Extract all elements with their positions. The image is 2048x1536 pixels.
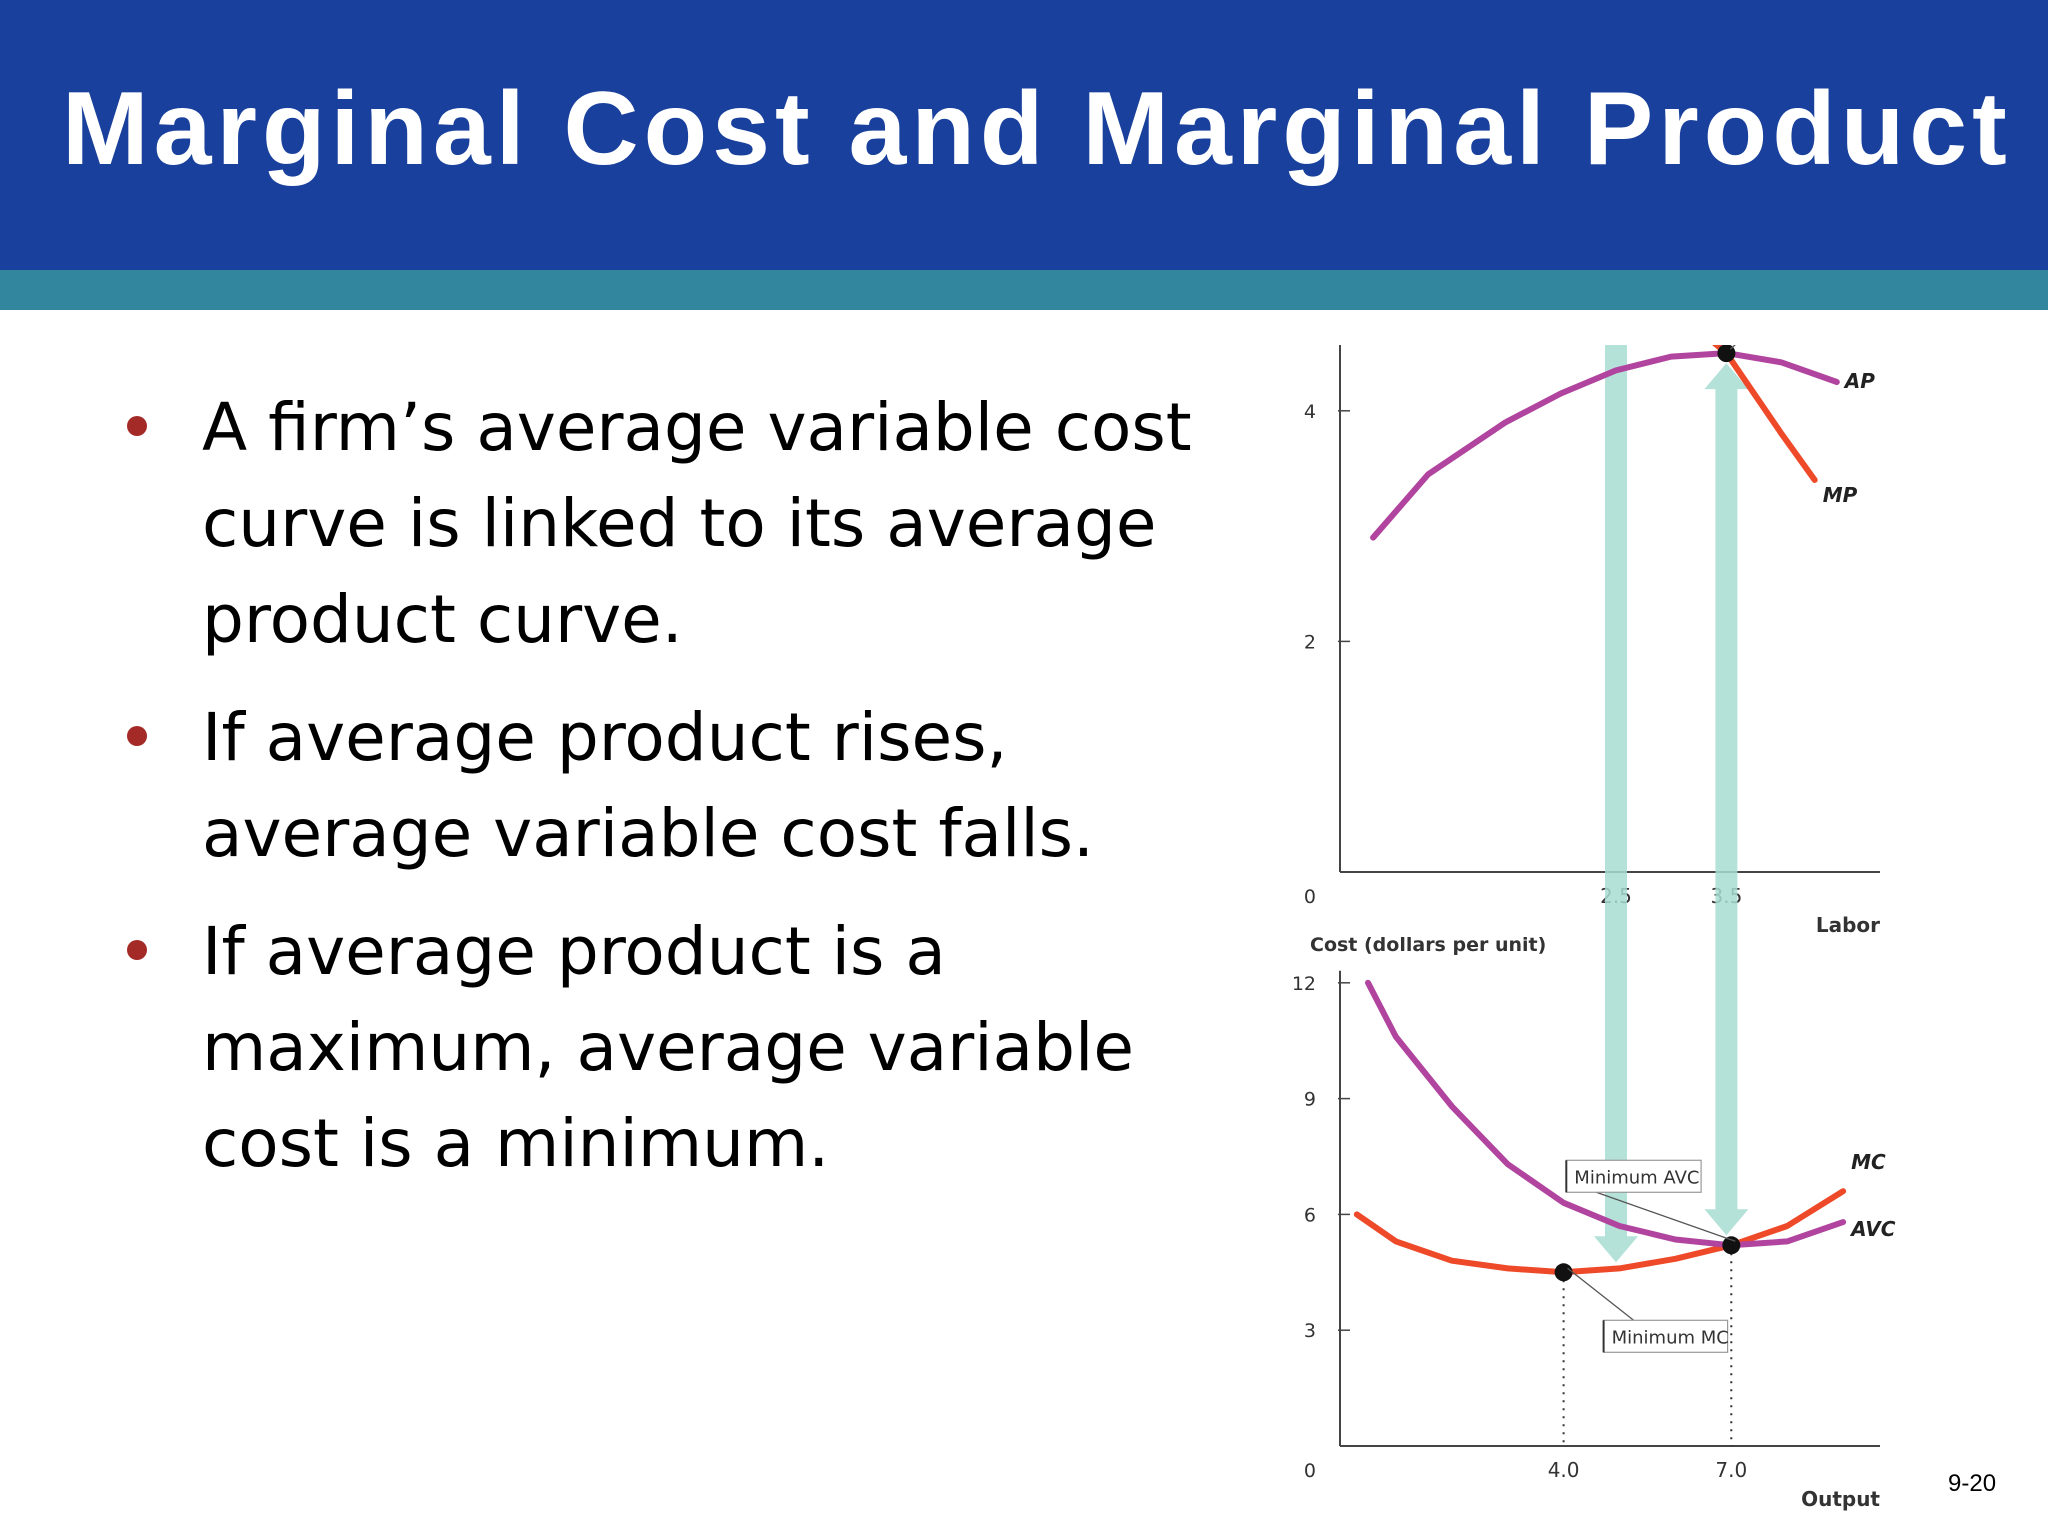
cost-series-label-mc: MC <box>1851 1150 1886 1174</box>
bullet-text: A firm’s average variable cost curve is … <box>202 389 1192 658</box>
bullet-text: If average product is a maximum, average… <box>202 913 1134 1182</box>
product-x-axis-label: Labor <box>1816 913 1880 937</box>
cost-annotation-label: Minimum MC <box>1612 1327 1729 1348</box>
cost-series-mc <box>1353 1188 1847 1276</box>
cost-y-tick-label: 12 <box>1292 973 1316 995</box>
cost-x-tick-label: 4.0 <box>1548 1458 1580 1482</box>
product-y-tick-label: 0 <box>1304 886 1316 908</box>
slide-number: 9-20 <box>1948 1470 1997 1497</box>
cost-annotation-leader <box>1596 1191 1736 1242</box>
cost-y-tick-label: 6 <box>1304 1204 1316 1226</box>
product-series-label-mp: MP <box>1823 483 1858 507</box>
slide-title: Marginal Cost and Marginal Product <box>62 71 2012 187</box>
product-series-label-ap: AP <box>1843 369 1875 393</box>
product-series-ap <box>1370 350 1840 541</box>
bullet-item: If average product rises, average variab… <box>120 690 1280 882</box>
product-y-tick-label: 2 <box>1304 631 1316 653</box>
cost-annotation-box <box>1602 1319 1729 1353</box>
product-annotation-leader <box>1729 345 1736 350</box>
product-cost-chart: 024682.53.5Average product and marginal … <box>1292 345 1896 1511</box>
cost-y-tick-label: 0 <box>1304 1460 1316 1482</box>
bullet-dot <box>127 726 147 746</box>
bullet-list: A firm’s average variable cost curve is … <box>120 380 1280 1214</box>
cost-y-tick-label: 9 <box>1304 1089 1316 1111</box>
bullet-dot <box>127 940 147 960</box>
cost-x-axis-label: Output <box>1801 1487 1880 1511</box>
bullet-dot <box>127 416 147 436</box>
bullet-text: If average product rises, average variab… <box>202 699 1095 872</box>
cost-x-tick-label: 7.0 <box>1715 1458 1747 1482</box>
cost-chart-title: Cost (dollars per unit) <box>1310 934 1546 956</box>
linking-arrow <box>1594 345 1638 1263</box>
cost-point-marker <box>1722 1236 1741 1255</box>
cost-series-avc <box>1365 979 1847 1249</box>
cost-point-marker <box>1554 1263 1573 1282</box>
linking-arrow <box>1704 363 1749 1236</box>
bullet-item: If average product is a maximum, average… <box>120 904 1280 1192</box>
product-y-tick-label: 4 <box>1304 401 1316 423</box>
product-series-mp <box>1712 345 1818 483</box>
title-bar-stripe <box>0 270 2048 310</box>
cost-annotation-leader <box>1567 1267 1635 1321</box>
cost-series-label-avc: AVC <box>1849 1217 1896 1241</box>
title-bar <box>0 0 2048 270</box>
cost-annotation-label: Minimum AVC <box>1574 1167 1699 1188</box>
bullet-item: A firm’s average variable cost curve is … <box>120 380 1280 668</box>
cost-y-tick-label: 3 <box>1304 1320 1316 1342</box>
